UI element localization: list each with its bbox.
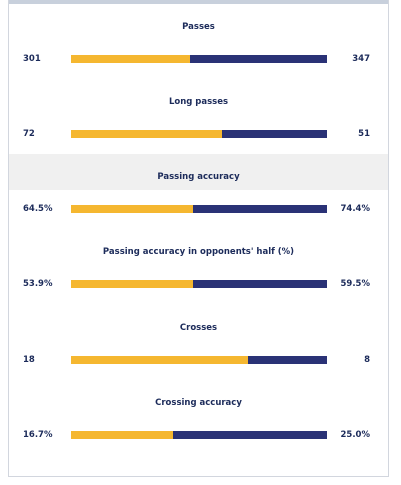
stat-row-passing-accuracy-header: Passing accuracy (9, 154, 388, 190)
panel-top-border (9, 0, 388, 4)
stat-title: Crosses (179, 323, 218, 333)
home-value: 18 (23, 355, 35, 365)
home-value: 72 (23, 129, 35, 139)
stat-title: Passing accuracy (157, 172, 240, 182)
home-bar-segment (71, 356, 248, 364)
stat-title: Passing accuracy in opponents' half (%) (102, 247, 295, 257)
comparison-bar (71, 130, 327, 138)
away-bar-segment (192, 280, 327, 288)
stat-row-crosses: Crosses 18 8 (9, 308, 388, 374)
stat-row-crossing-accuracy: Crossing accuracy 16.7% 25.0% (9, 384, 388, 450)
away-value: 51 (358, 129, 370, 139)
stats-panel: Passes 301 347 Long passes 72 51 Passing… (8, 0, 389, 477)
stat-row-passes: Passes 301 347 (9, 8, 388, 74)
home-bar-segment (71, 130, 223, 138)
comparison-bar (71, 280, 327, 288)
comparison-bar (71, 205, 327, 213)
away-value: 74.4% (340, 204, 371, 214)
stat-row-long-passes: Long passes 72 51 (9, 83, 388, 149)
away-bar-segment (173, 431, 327, 439)
away-value: 59.5% (340, 279, 371, 289)
stat-title: Long passes (168, 97, 229, 107)
stat-title: Crossing accuracy (155, 398, 242, 408)
home-value: 64.5% (23, 204, 53, 214)
stat-title: Passes (182, 22, 215, 32)
home-value: 53.9% (23, 279, 53, 289)
away-bar-segment (222, 130, 327, 138)
away-bar-segment (247, 356, 327, 364)
comparison-bar (71, 55, 327, 63)
away-value: 347 (352, 54, 370, 64)
home-bar-segment (71, 55, 191, 63)
away-value: 25.0% (340, 430, 371, 440)
home-value: 301 (23, 54, 41, 64)
home-value: 16.7% (23, 430, 53, 440)
home-bar-segment (71, 205, 193, 213)
comparison-bar (71, 431, 327, 439)
home-bar-segment (71, 431, 174, 439)
away-bar-segment (190, 55, 327, 63)
comparison-bar (71, 356, 327, 364)
stat-row-passing-accuracy-opp-half: Passing accuracy in opponents' half (%) … (9, 232, 388, 298)
away-bar-segment (192, 205, 327, 213)
home-bar-segment (71, 280, 193, 288)
stat-row-passing-accuracy: 64.5% 74.4% (9, 190, 388, 220)
away-value: 8 (364, 355, 370, 365)
